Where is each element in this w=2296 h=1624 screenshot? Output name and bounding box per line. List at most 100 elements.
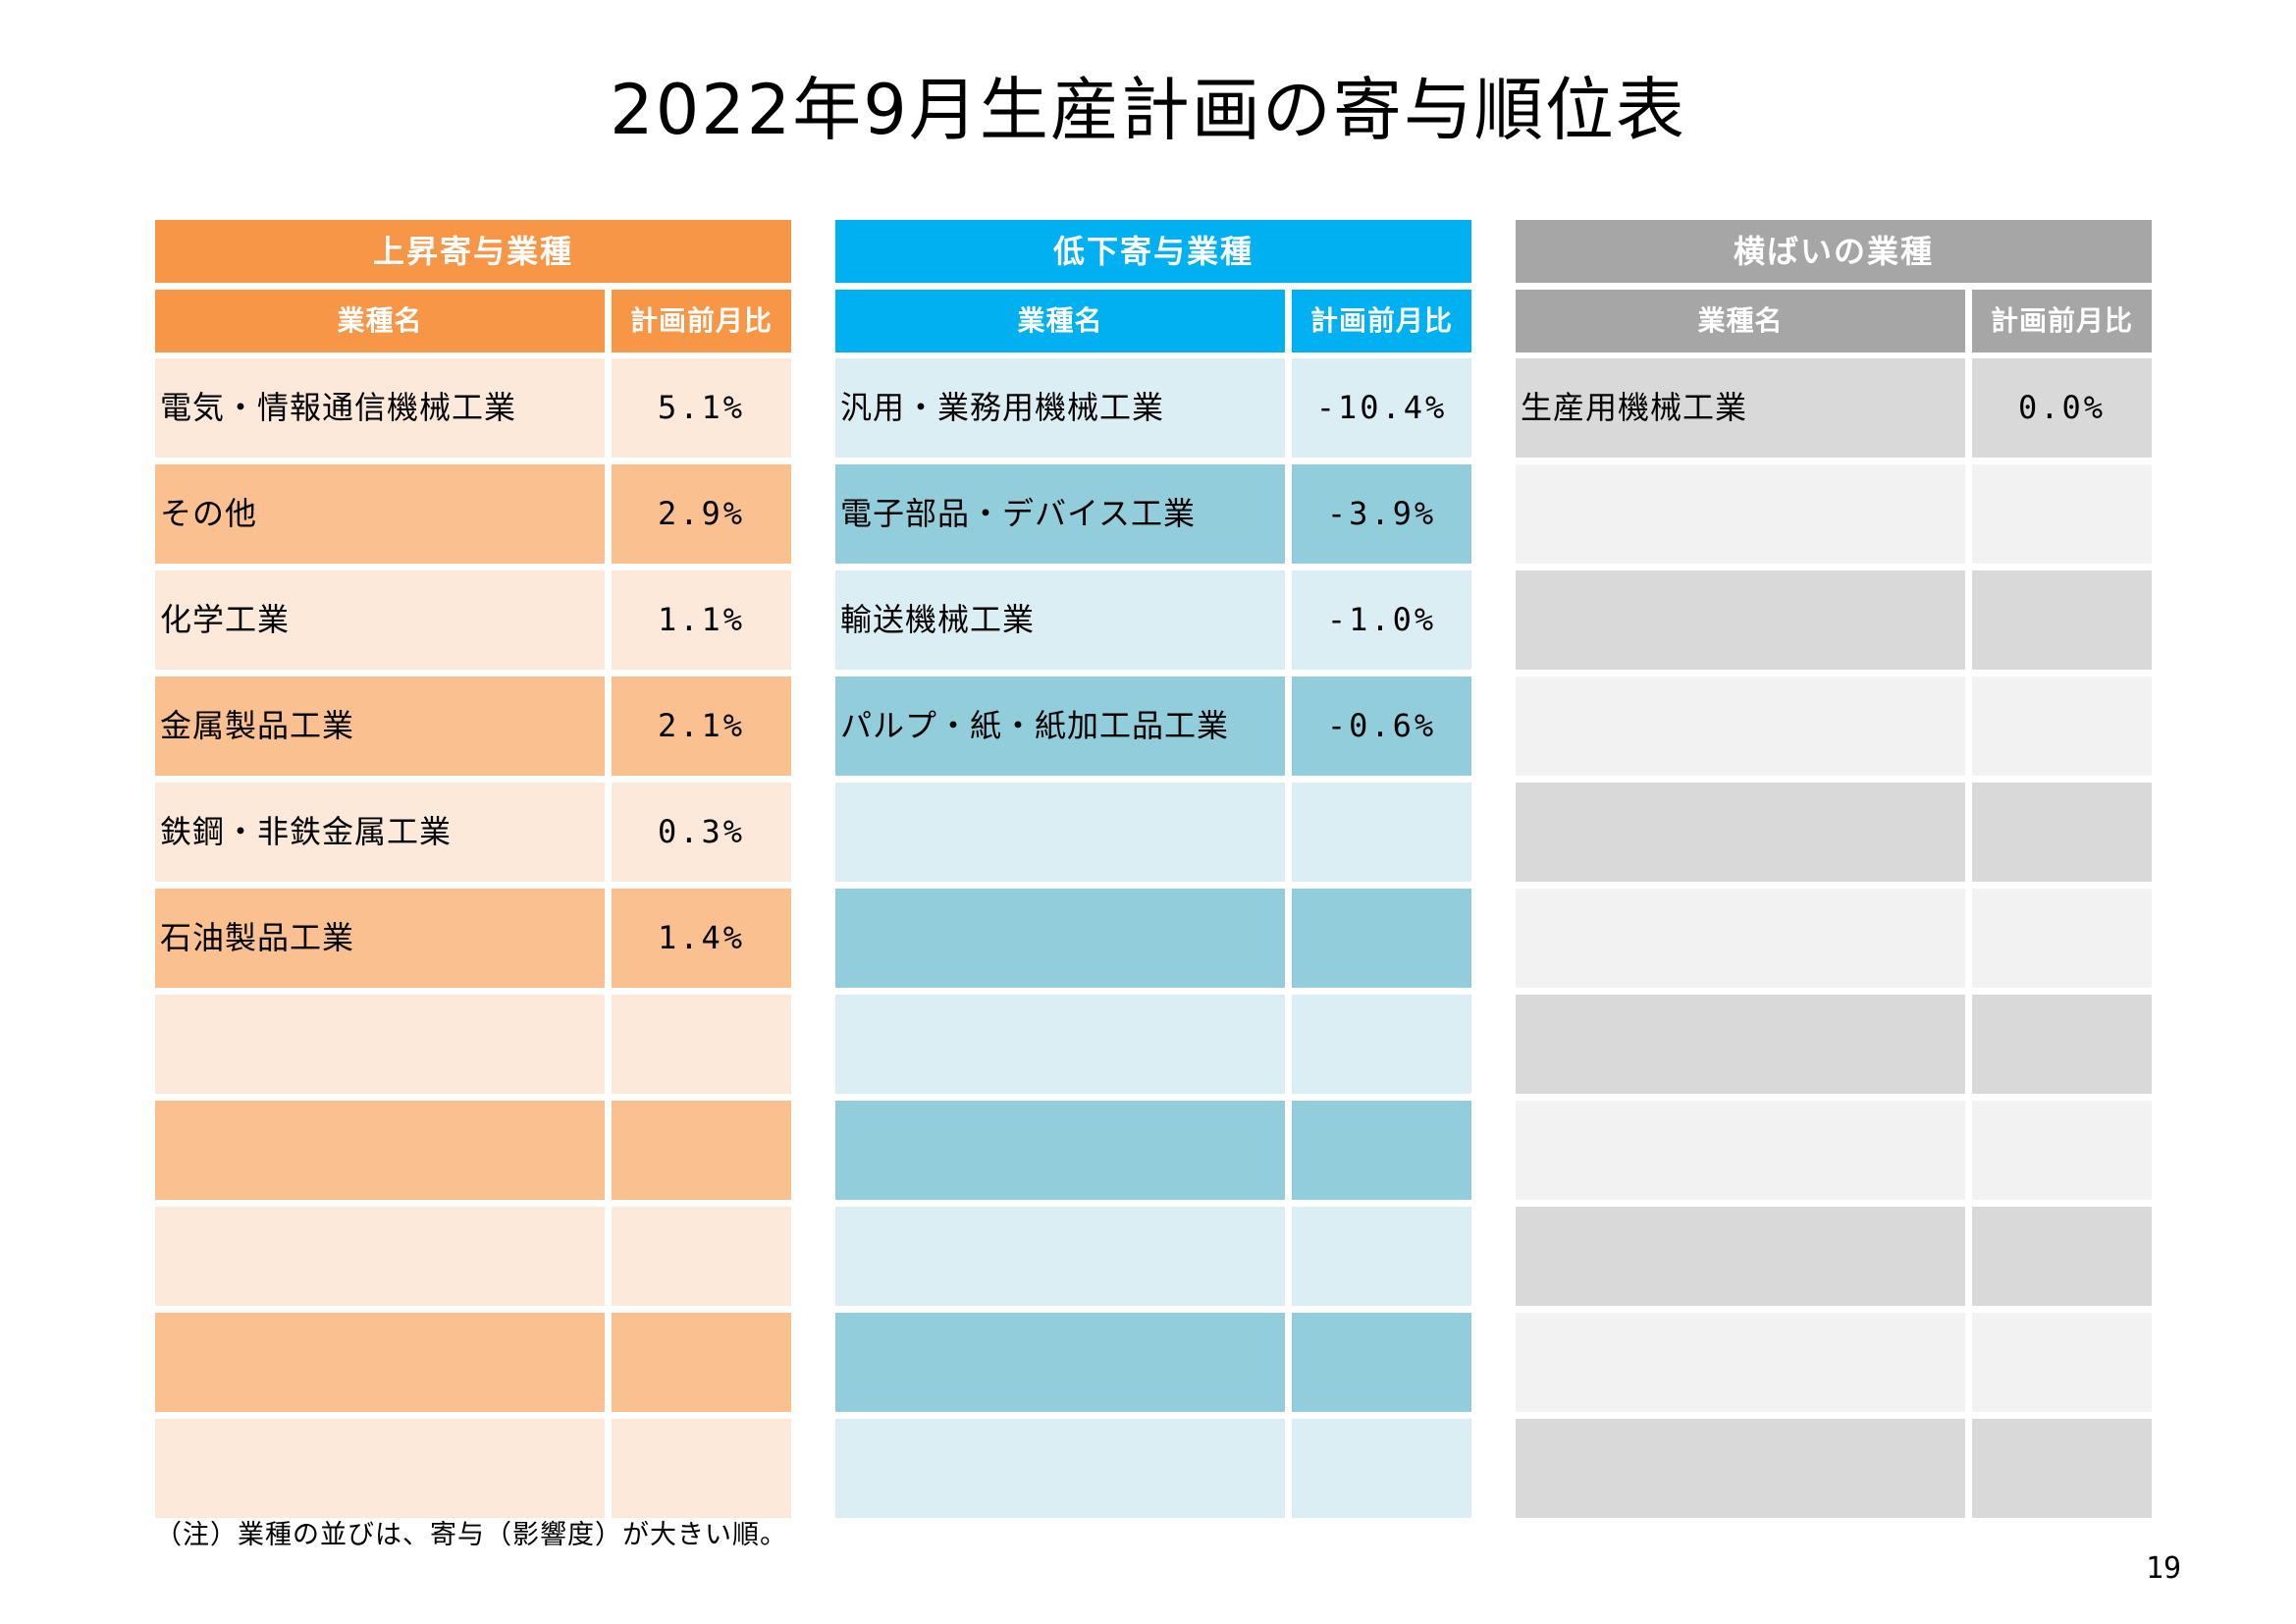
table-row xyxy=(1516,1419,2152,1518)
table-row xyxy=(835,995,1471,1094)
industry-name-cell: 輸送機械工業 xyxy=(835,570,1285,670)
fall-contribution-table: 低下寄与業種 業種名 計画前月比 汎用・業務用機械工業 -10.4% 電子部品・デバ… xyxy=(835,220,1471,1525)
industry-name-cell xyxy=(1516,1419,1965,1518)
table-row: パルプ・紙・紙加工品工業 -0.6% xyxy=(835,677,1471,776)
industry-name-cell xyxy=(1516,570,1965,670)
table-row: 化学工業 1.1% xyxy=(155,570,791,670)
industry-name-cell xyxy=(1516,677,1965,776)
fall-col-header-value: 計画前月比 xyxy=(1292,290,1471,352)
mom-change-cell: 0.0% xyxy=(1972,358,2152,458)
table-row: 汎用・業務用機械工業 -10.4% xyxy=(835,358,1471,458)
industry-name-cell xyxy=(155,1313,605,1412)
fall-column-headers: 業種名 計画前月比 xyxy=(835,290,1471,352)
page-number: 19 xyxy=(2146,1551,2182,1586)
rise-column-headers: 業種名 計画前月比 xyxy=(155,290,791,352)
flat-column-headers: 業種名 計画前月比 xyxy=(1516,290,2152,352)
mom-change-cell: -1.0% xyxy=(1292,570,1471,670)
mom-change-cell xyxy=(612,1207,791,1306)
flat-col-header-value: 計画前月比 xyxy=(1972,290,2152,352)
rise-panel-header: 上昇寄与業種 xyxy=(155,220,791,283)
mom-change-cell xyxy=(1972,570,2152,670)
table-row xyxy=(1516,464,2152,564)
industry-name-cell xyxy=(835,1207,1285,1306)
mom-change-cell: -3.9% xyxy=(1292,464,1471,564)
mom-change-cell xyxy=(1972,677,2152,776)
industry-name-cell xyxy=(1516,889,1965,988)
mom-change-cell xyxy=(1292,783,1471,882)
industry-name-cell xyxy=(1516,783,1965,882)
table-row: 輸送機械工業 -1.0% xyxy=(835,570,1471,670)
mom-change-cell xyxy=(1292,1101,1471,1200)
table-row xyxy=(1516,1207,2152,1306)
rise-rows: 電気・情報通信機械工業 5.1% その他 2.9% 化学工業 1.1% 金属製品工業 2.1%… xyxy=(155,358,791,1518)
table-row xyxy=(835,1207,1471,1306)
mom-change-cell: 0.3% xyxy=(612,783,791,882)
table-row: 金属製品工業 2.1% xyxy=(155,677,791,776)
table-row xyxy=(835,889,1471,988)
mom-change-cell xyxy=(1972,1101,2152,1200)
table-row xyxy=(155,1101,791,1200)
mom-change-cell xyxy=(1292,1313,1471,1412)
industry-name-cell xyxy=(1516,995,1965,1094)
mom-change-cell: -0.6% xyxy=(1292,677,1471,776)
industry-name-cell xyxy=(1516,1313,1965,1412)
table-row: 電気・情報通信機械工業 5.1% xyxy=(155,358,791,458)
industry-name-cell: 生産用機械工業 xyxy=(1516,358,1965,458)
mom-change-cell xyxy=(1972,889,2152,988)
table-row xyxy=(1516,677,2152,776)
fall-col-header-name: 業種名 xyxy=(835,290,1285,352)
mom-change-cell xyxy=(1972,1313,2152,1412)
table-row xyxy=(155,1207,791,1306)
industry-name-cell: 電気・情報通信機械工業 xyxy=(155,358,605,458)
industry-name-cell: 電子部品・デバイス工業 xyxy=(835,464,1285,564)
mom-change-cell xyxy=(612,1419,791,1518)
mom-change-cell xyxy=(1292,1419,1471,1518)
mom-change-cell xyxy=(1292,889,1471,988)
industry-name-cell xyxy=(835,1313,1285,1412)
flat-contribution-table: 横ばいの業種 業種名 計画前月比 生産用機械工業 0.0% xyxy=(1516,220,2152,1525)
industry-name-cell xyxy=(1516,464,1965,564)
table-row xyxy=(155,995,791,1094)
mom-change-cell xyxy=(1972,1419,2152,1518)
mom-change-cell xyxy=(612,995,791,1094)
footnote: （注）業種の並びは、寄与（影響度）が大きい順。 xyxy=(155,1520,787,1550)
table-row xyxy=(1516,570,2152,670)
industry-name-cell: 鉄鋼・非鉄金属工業 xyxy=(155,783,605,882)
mom-change-cell xyxy=(612,1101,791,1200)
fall-rows: 汎用・業務用機械工業 -10.4% 電子部品・デバイス工業 -3.9% 輸送機械工業 -1… xyxy=(835,358,1471,1518)
industry-name-cell: 化学工業 xyxy=(155,570,605,670)
industry-name-cell xyxy=(1516,1101,1965,1200)
industry-name-cell xyxy=(835,1101,1285,1200)
fall-panel-header: 低下寄与業種 xyxy=(835,220,1471,283)
mom-change-cell: 1.1% xyxy=(612,570,791,670)
table-row xyxy=(1516,1101,2152,1200)
industry-name-cell: 石油製品工業 xyxy=(155,889,605,988)
table-row xyxy=(835,783,1471,882)
table-row xyxy=(835,1101,1471,1200)
industry-name-cell xyxy=(1516,1207,1965,1306)
mom-change-cell xyxy=(1972,464,2152,564)
industry-name-cell xyxy=(835,1419,1285,1518)
mom-change-cell xyxy=(1972,995,2152,1094)
industry-name-cell xyxy=(155,1419,605,1518)
rise-col-header-value: 計画前月比 xyxy=(612,290,791,352)
industry-name-cell xyxy=(835,995,1285,1094)
page-title: 2022年9月生産計画の寄与順位表 xyxy=(610,70,1686,150)
industry-name-cell xyxy=(155,1101,605,1200)
table-row xyxy=(155,1313,791,1412)
table-row xyxy=(1516,783,2152,882)
industry-name-cell: パルプ・紙・紙加工品工業 xyxy=(835,677,1285,776)
industry-name-cell xyxy=(835,889,1285,988)
flat-panel-header: 横ばいの業種 xyxy=(1516,220,2152,283)
table-row: 生産用機械工業 0.0% xyxy=(1516,358,2152,458)
mom-change-cell xyxy=(1972,1207,2152,1306)
table-row xyxy=(835,1419,1471,1518)
industry-name-cell: その他 xyxy=(155,464,605,564)
mom-change-cell: 5.1% xyxy=(612,358,791,458)
table-row: 石油製品工業 1.4% xyxy=(155,889,791,988)
industry-name-cell xyxy=(155,995,605,1094)
table-row: 鉄鋼・非鉄金属工業 0.3% xyxy=(155,783,791,882)
table-row xyxy=(835,1313,1471,1412)
table-row xyxy=(1516,1313,2152,1412)
mom-change-cell xyxy=(1292,995,1471,1094)
